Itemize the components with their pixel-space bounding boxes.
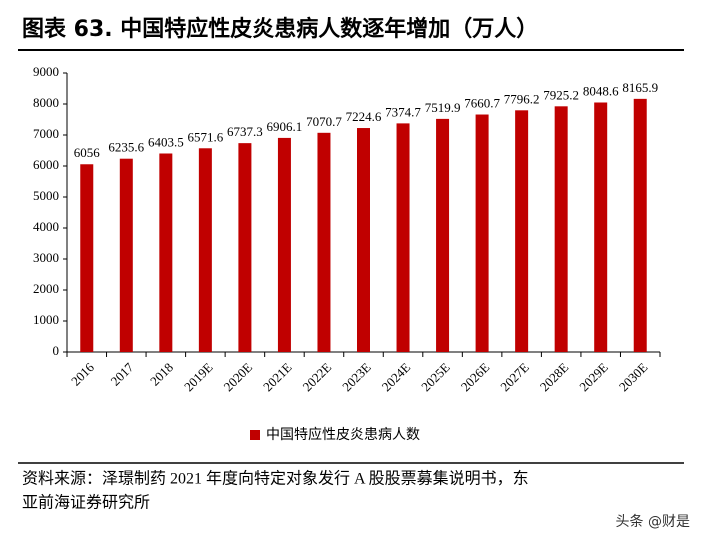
bar (554, 106, 568, 352)
x-tick-label: 2026E (458, 360, 493, 395)
x-tick-label: 2020E (221, 360, 256, 395)
x-tick-label: 2019E (181, 360, 216, 395)
bar (238, 143, 252, 352)
bar (594, 102, 608, 352)
chart-title: 图表 63. 中国特应性皮炎患病人数逐年增加（万人） (22, 16, 538, 42)
value-label: 7374.7 (385, 104, 421, 119)
bar (277, 137, 291, 352)
value-label: 8048.6 (583, 83, 619, 98)
value-label: 6906.1 (267, 119, 303, 134)
y-tick-label: 3000 (33, 250, 59, 265)
y-tick-label: 7000 (33, 126, 59, 141)
y-tick-label: 4000 (33, 219, 59, 234)
legend-swatch (250, 430, 260, 440)
x-tick-label: 2021E (260, 360, 295, 395)
x-tick-label: 2016 (68, 359, 97, 388)
x-tick-label: 2030E (616, 360, 651, 395)
bar (198, 148, 212, 352)
bar (515, 110, 529, 352)
value-label: 6235.6 (108, 140, 144, 155)
source-line: 资料来源：泽璟制药 2021 年度向特定对象发行 A 股股票募集说明书，东 (22, 470, 529, 488)
y-tick-label: 1000 (33, 312, 59, 327)
bar (396, 123, 410, 352)
watermark: 头条 @财是 (616, 513, 690, 530)
y-tick-label: 6000 (33, 157, 59, 172)
bar (159, 153, 173, 352)
x-tick-label: 2027E (497, 360, 532, 395)
x-tick-label: 2025E (418, 360, 453, 395)
bar (80, 164, 94, 352)
x-tick-label: 2024E (379, 360, 414, 395)
bar (436, 118, 450, 352)
bar (357, 128, 370, 352)
bar (119, 158, 133, 352)
bar (317, 132, 331, 352)
value-label: 7660.7 (464, 96, 500, 111)
value-label: 6571.6 (187, 129, 223, 144)
x-tick-label: 2022E (300, 360, 335, 395)
y-tick-label: 5000 (33, 188, 59, 203)
value-label: 7070.7 (306, 114, 342, 129)
y-tick-label: 9000 (33, 64, 59, 79)
y-tick-label: 8000 (33, 95, 59, 110)
x-tick-label: 2028E (537, 360, 572, 395)
bar (475, 114, 489, 352)
value-label: 7925.2 (543, 87, 579, 102)
value-label: 7796.2 (504, 91, 540, 106)
value-label: 6056 (74, 145, 101, 160)
value-label: 7224.6 (346, 109, 382, 124)
value-label: 7519.9 (425, 100, 461, 115)
x-tick-label: 2029E (576, 360, 611, 395)
value-label: 6737.3 (227, 124, 263, 139)
y-tick-label: 2000 (33, 281, 59, 296)
legend-label: 中国特应性皮炎患病人数 (266, 426, 420, 443)
x-tick-label: 2017 (108, 359, 137, 388)
x-tick-label: 2018 (147, 360, 176, 389)
y-tick-label: 0 (53, 343, 60, 358)
source-line: 亚前海证券研究所 (22, 494, 150, 512)
value-label: 8165.9 (622, 80, 658, 95)
x-tick-label: 2023E (339, 360, 374, 395)
bar (633, 98, 647, 352)
value-label: 6403.5 (148, 134, 184, 149)
